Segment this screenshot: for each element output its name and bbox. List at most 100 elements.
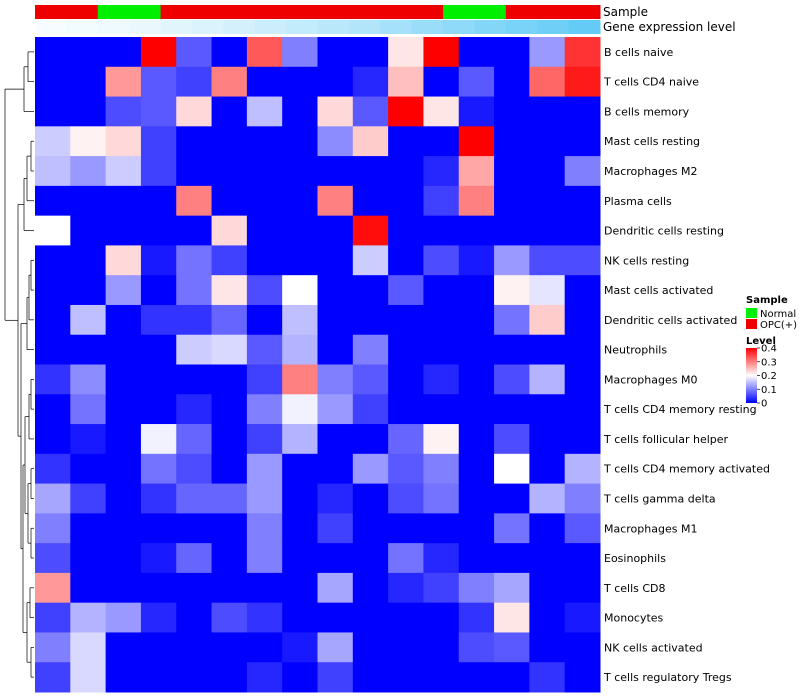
heatmap-cell	[246, 304, 283, 336]
heatmap-cell	[246, 572, 283, 604]
heatmap-cell	[246, 334, 283, 365]
expression-annotation-cell	[568, 20, 601, 34]
sample-annotation-label: Sample	[603, 5, 648, 19]
heatmap-cell	[458, 632, 495, 663]
heatmap-cell	[35, 424, 71, 455]
heatmap-cell	[388, 185, 424, 217]
heatmap-cell	[140, 66, 177, 98]
heatmap-cell	[176, 156, 213, 187]
heatmap-cell	[458, 453, 495, 485]
row-dendrogram	[4, 51, 34, 678]
expression-annotation-cell	[537, 20, 570, 34]
heatmap-cell	[317, 453, 354, 485]
heatmap-cell	[529, 394, 566, 425]
heatmap-cell	[211, 275, 248, 306]
heatmap-cell	[529, 37, 566, 68]
expression-annotation-cell	[35, 20, 67, 34]
expression-annotation-cell	[411, 20, 444, 34]
heatmap-cell	[423, 96, 460, 127]
expression-annotation-cell	[66, 20, 99, 34]
heatmap-cell	[423, 185, 460, 217]
expression-annotation-cell	[191, 20, 224, 34]
heatmap-cell	[70, 37, 107, 68]
heatmap-cell	[70, 185, 107, 217]
heatmap-cell	[494, 662, 530, 693]
heatmap-cell	[529, 304, 566, 336]
heatmap-cell	[352, 215, 389, 246]
heatmap-cell	[564, 483, 601, 514]
heatmap-cell	[564, 453, 601, 485]
heatmap-cell	[211, 394, 248, 425]
heatmap-cell	[176, 245, 213, 276]
heatmap-cell	[35, 543, 71, 574]
heatmap-cell	[70, 96, 107, 127]
heatmap-cell	[105, 156, 142, 187]
heatmap-cell	[352, 275, 389, 306]
sample-annotation-cell	[568, 5, 601, 19]
expression-annotation-cell	[380, 20, 413, 34]
heatmap-cell	[423, 334, 460, 365]
heatmap-cell	[494, 334, 530, 365]
legend: Sample Normal OPC(+) Level 0.4 0.3 0.2 0.1 0	[746, 295, 797, 410]
heatmap-cell	[494, 513, 530, 544]
heatmap-cell	[317, 543, 354, 574]
heatmap-cell	[105, 245, 142, 276]
heatmap-cell	[458, 602, 495, 633]
heatmap-cell	[70, 424, 107, 455]
heatmap-cell	[140, 304, 177, 336]
heatmap-cell	[140, 602, 177, 633]
heatmap-cell	[140, 245, 177, 276]
heatmap-cell	[246, 632, 283, 663]
heatmap-cell	[317, 334, 354, 365]
heatmap-cell	[246, 156, 283, 187]
heatmap-cell	[529, 215, 566, 246]
heatmap-cell	[458, 394, 495, 425]
heatmap-cell	[140, 513, 177, 544]
heatmap-cell	[317, 245, 354, 276]
heatmap-cell	[388, 304, 424, 336]
heatmap-cell	[282, 632, 318, 663]
heatmap-cell	[105, 662, 142, 693]
heatmap-cell	[352, 334, 389, 365]
heatmap-cell	[140, 215, 177, 246]
heatmap-cell	[352, 394, 389, 425]
heatmap-cell	[494, 364, 530, 395]
heatmap-cell	[317, 66, 354, 98]
heatmap-cell	[423, 602, 460, 633]
heatmap-cell	[564, 275, 601, 306]
heatmap-cell	[529, 572, 566, 604]
heatmap-cell	[140, 275, 177, 306]
heatmap-cell	[246, 96, 283, 127]
heatmap-cell	[211, 185, 248, 217]
row-label: Macrophages M2	[604, 165, 697, 178]
heatmap-cell	[70, 156, 107, 187]
heatmap-cell	[352, 126, 389, 157]
heatmap-cell	[282, 662, 318, 693]
heatmap-cell	[529, 364, 566, 395]
heatmap-cell	[352, 37, 389, 68]
legend-normal-swatch	[746, 308, 757, 318]
heatmap-cell	[282, 364, 318, 395]
heatmap-cell	[529, 185, 566, 217]
heatmap-cell	[352, 185, 389, 217]
heatmap-cell	[70, 572, 107, 604]
heatmap-cell	[388, 632, 424, 663]
heatmap-cell	[176, 513, 213, 544]
heatmap-cell	[352, 453, 389, 485]
heatmap-cell	[564, 245, 601, 276]
heatmap-cell	[458, 483, 495, 514]
heatmap-cell	[35, 632, 71, 663]
heatmap-cell	[529, 126, 566, 157]
row-label: T cells CD4 naive	[603, 76, 699, 89]
heatmap-cell	[70, 364, 107, 395]
heatmap-cell	[176, 215, 213, 246]
heatmap-cell	[211, 572, 248, 604]
heatmap-cell	[35, 37, 71, 68]
heatmap-cell	[70, 602, 107, 633]
heatmap-cell	[70, 215, 107, 246]
heatmap-cell	[529, 96, 566, 127]
heatmap-cell	[352, 66, 389, 98]
heatmap-cell	[176, 185, 213, 217]
expression-annotation-cell	[97, 20, 130, 34]
heatmap-cell	[423, 632, 460, 663]
